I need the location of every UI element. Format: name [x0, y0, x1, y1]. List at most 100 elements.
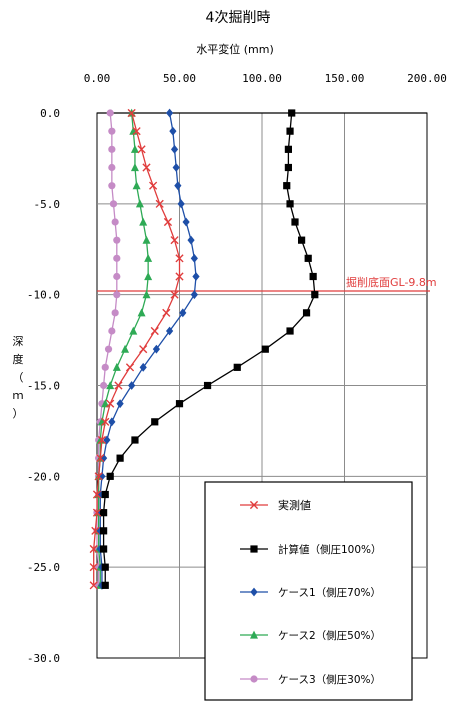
x-tick-label: 150.00 [325, 72, 365, 85]
series-layer [89, 108, 319, 590]
data-point [139, 345, 148, 354]
legend-marker [250, 675, 258, 683]
data-point [96, 490, 104, 499]
x-tick-labels: 0.00 50.00 100.00 150.00 200.00 [84, 72, 447, 85]
legend-box [204, 481, 413, 701]
data-point [177, 199, 185, 209]
legend-item: 計算値（側圧100%） [240, 543, 382, 556]
y-tick-label: -20.0 [27, 470, 60, 483]
data-point [100, 545, 108, 553]
data-point [113, 291, 121, 299]
data-point [166, 108, 174, 118]
data-point [132, 127, 141, 136]
data-point [106, 472, 114, 480]
legend-marker [250, 545, 258, 553]
legend-label: ケース1（側圧70%） [278, 586, 381, 599]
data-point [113, 254, 121, 262]
x-axis-label: 水平変位 (mm) [196, 42, 274, 56]
series-1 [89, 108, 184, 590]
data-point [91, 526, 100, 535]
data-point [150, 326, 159, 336]
legend-marker [249, 500, 259, 510]
y-tick-labels: 0.0 -5.0 -10.0 -15.0 -20.0 -25.0 -30.0 [27, 107, 60, 665]
data-point [179, 308, 187, 318]
data-point [109, 200, 118, 208]
data-point [128, 381, 136, 390]
legend-label: ケース2（側圧50%） [278, 629, 381, 642]
data-point [89, 544, 98, 554]
data-point [113, 236, 121, 244]
data-point [170, 290, 179, 299]
data-point [96, 454, 105, 463]
data-point [144, 253, 153, 262]
y-axis-label-char: ｍ [13, 389, 24, 402]
data-point [108, 182, 116, 190]
data-point [233, 363, 241, 371]
chart-title: 4次掘削時 [206, 10, 271, 26]
data-point [108, 145, 116, 153]
data-point [100, 509, 108, 517]
data-point [113, 272, 121, 281]
x-tick-label: 200.00 [407, 72, 447, 85]
data-point [144, 272, 153, 281]
data-point [304, 254, 312, 262]
data-point [142, 235, 151, 244]
y-tick-label: -30.0 [27, 652, 60, 665]
data-point [111, 218, 119, 226]
data-point [100, 381, 108, 390]
y-axis-label-char: ） [13, 407, 24, 420]
y-axis-label-char: 深 [13, 335, 24, 348]
legend-label: 実測値 [278, 498, 311, 512]
data-point [121, 344, 130, 353]
legend-item: ケース2（側圧50%） [240, 629, 381, 642]
data-point [108, 417, 116, 427]
data-point [288, 109, 296, 117]
data-point [112, 362, 121, 371]
data-point [149, 181, 158, 190]
data-point [162, 308, 171, 317]
data-point [101, 363, 109, 371]
legend-label: ケース3（側圧30%） [278, 673, 381, 686]
data-point [106, 399, 115, 408]
data-point [127, 108, 136, 118]
data-point [190, 253, 198, 263]
data-point [174, 181, 182, 191]
data-point [100, 527, 108, 535]
data-point [108, 163, 116, 172]
data-point [151, 418, 159, 426]
legend-item: ケース3（側圧30%） [240, 673, 381, 686]
data-point [187, 235, 195, 245]
y-tick-label: -5.0 [34, 198, 61, 211]
data-point [137, 308, 146, 317]
x-tick-label: 100.00 [242, 72, 282, 85]
data-point [166, 326, 174, 336]
data-point [130, 163, 139, 172]
data-point [203, 381, 212, 390]
data-point [111, 309, 119, 317]
data-point [309, 272, 317, 281]
data-point [108, 127, 116, 135]
data-point [135, 199, 144, 208]
series-2 [100, 109, 319, 589]
data-point [106, 381, 115, 390]
y-axis-label-char: （ [13, 371, 24, 384]
data-point [89, 581, 98, 590]
data-point [89, 563, 98, 572]
data-point [130, 144, 139, 153]
data-point [286, 127, 294, 135]
legend-marker [250, 630, 258, 639]
data-point [104, 345, 113, 353]
data-point [129, 326, 138, 335]
data-point [103, 435, 111, 445]
data-point [175, 254, 184, 263]
data-point [101, 581, 109, 589]
data-point [261, 345, 269, 353]
x-tick-label: 0.00 [84, 72, 111, 85]
data-point [172, 163, 180, 172]
data-point [92, 490, 102, 499]
legend-item: 実測値 [240, 498, 311, 512]
data-point [137, 145, 146, 154]
data-point [142, 163, 151, 172]
data-point [284, 145, 292, 153]
